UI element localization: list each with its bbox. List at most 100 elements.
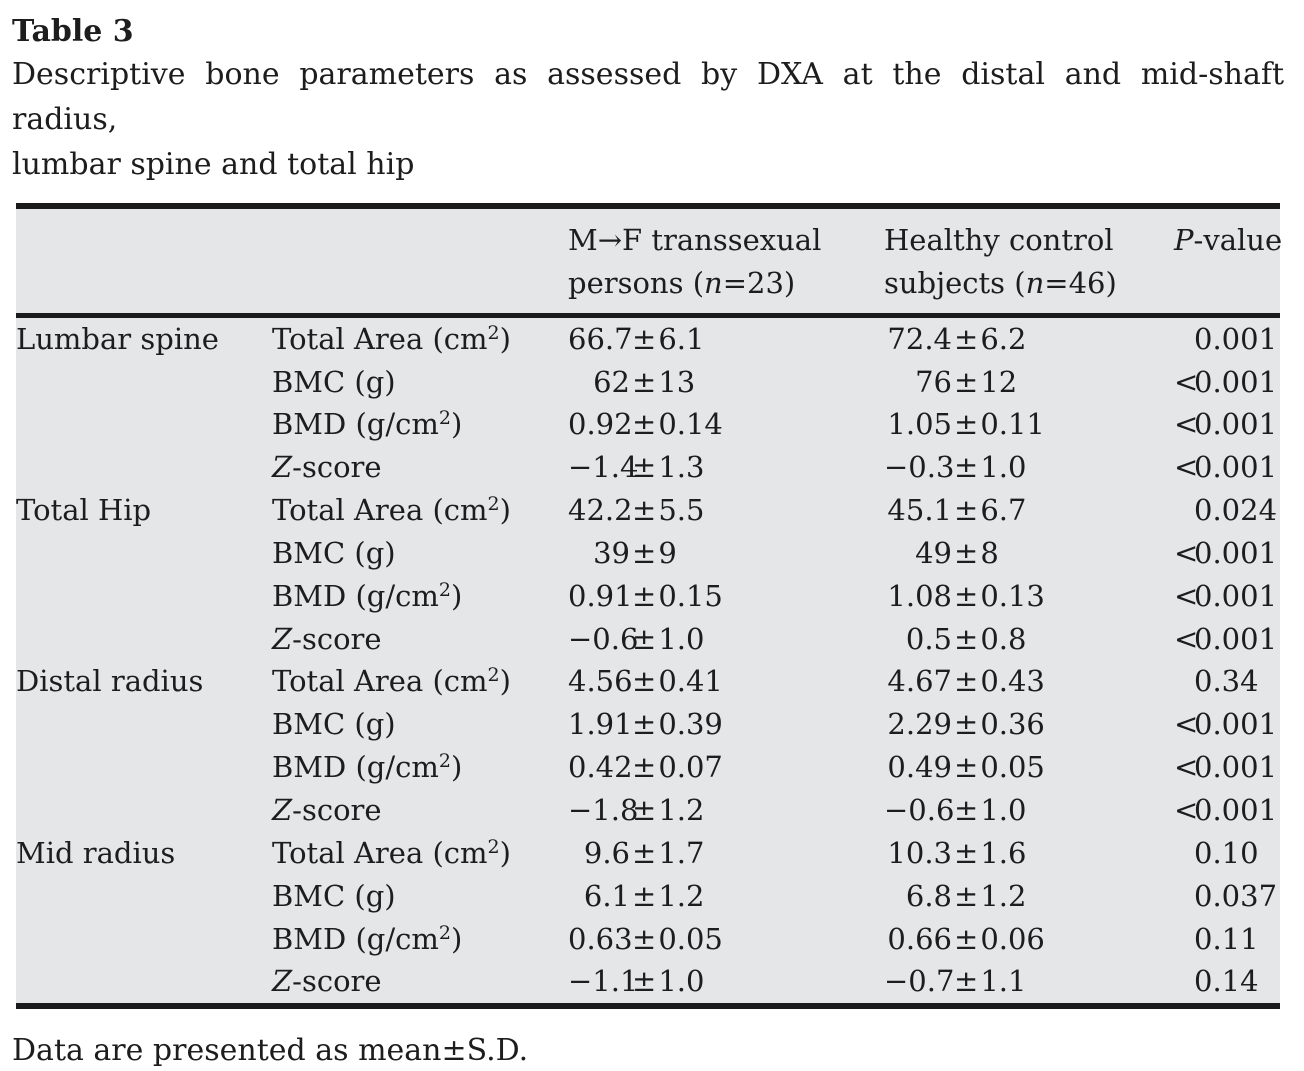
table-row: Z-score −0.6 ±1.0 0.5 ±0.8 <0.001 (16, 618, 1280, 661)
region-label (16, 960, 272, 1003)
region-label (16, 875, 272, 918)
region-label (16, 618, 272, 661)
control-value: 0.49 ±0.05 (887, 750, 1045, 785)
transsexual-value: 0.92 ±0.14 (568, 407, 723, 442)
table-row: BMD (g/cm2) 0.92 ±0.14 1.05 ±0.11 <0.001 (16, 403, 1280, 446)
parameter-label: Total Area (cm2) (272, 835, 511, 870)
table-number-title: Table 3 (12, 14, 134, 49)
transsexual-value: 6.1 ±1.2 (583, 878, 705, 913)
table-row: BMC (g) 62 ±13 76 ±12 <0.001 (16, 361, 1280, 404)
table-row: Mid radius Total Area (cm2) 9.6 ±1.7 10.3… (16, 832, 1280, 875)
p-value: 0.024 (1194, 493, 1278, 528)
transsexual-value: 39 ±9 (593, 535, 677, 570)
region-label: Mid radius (16, 835, 176, 870)
p-value: 0.037 (1194, 878, 1278, 913)
header-region-spacer (16, 219, 272, 305)
table-caption: Descriptive bone parameters as assessed … (12, 52, 1284, 187)
control-value: 2.29 ±0.36 (887, 707, 1045, 742)
control-value: 1.05 ±0.11 (887, 407, 1045, 442)
region-label: Lumbar spine (16, 321, 219, 356)
control-value: 0.5 ±0.8 (905, 621, 1027, 656)
control-value: 0.66 ±0.06 (887, 921, 1045, 956)
parameter-label: Z-score (272, 792, 382, 827)
table-row: Z-score −1.1 ±1.0 −0.7 ±1.1 0.14 (16, 960, 1280, 1003)
p-value: <0.001 (1174, 792, 1278, 827)
transsexual-value: 9.6 ±1.7 (583, 835, 705, 870)
p-value: <0.001 (1174, 450, 1278, 485)
transsexual-value: −1.1 ±1.0 (568, 964, 705, 999)
region-label: Distal radius (16, 664, 204, 699)
transsexual-value: 66.7 ±6.1 (568, 321, 705, 356)
parameter-label: BMC (g) (272, 878, 396, 913)
p-value: 0.34 (1194, 664, 1259, 699)
transsexual-value: 0.63 ±0.05 (568, 921, 723, 956)
table-row: Lumbar spine Total Area (cm2) 66.7 ±6.1 7… (16, 318, 1280, 361)
transsexual-value: −1.4 ±1.3 (568, 450, 705, 485)
transsexual-value: 42.2 ±5.5 (568, 493, 705, 528)
column-header-control: Healthy control subjects (n=46) (884, 223, 1117, 300)
parameter-label: BMC (g) (272, 364, 396, 399)
caption-line-1: Descriptive bone parameters as assessed … (12, 57, 1284, 137)
parameter-label: Z-score (272, 964, 382, 999)
transsexual-value: 1.91 ±0.39 (568, 707, 723, 742)
control-value: 4.67 ±0.43 (887, 664, 1045, 699)
p-value: 0.14 (1194, 964, 1259, 999)
transsexual-value: 4.56 ±0.41 (568, 664, 723, 699)
control-value: −0.3 ±1.0 (884, 450, 1027, 485)
parameter-label: BMC (g) (272, 707, 396, 742)
caption-line-2: lumbar spine and total hip (12, 147, 415, 182)
table-row: Z-score −1.8 ±1.2 −0.6 ±1.0 <0.001 (16, 789, 1280, 832)
p-value: 0.11 (1194, 921, 1259, 956)
region-label (16, 532, 272, 575)
p-value: <0.001 (1174, 707, 1278, 742)
region-label (16, 575, 272, 618)
table-row: BMC (g) 39 ±9 49 ±8 <0.001 (16, 532, 1280, 575)
parameter-label: BMC (g) (272, 535, 396, 570)
parameter-label: Total Area (cm2) (272, 493, 511, 528)
column-header-transsexual: M→F transsexual persons (n=23) (568, 223, 822, 300)
header-parameter-spacer (272, 219, 568, 305)
p-value: <0.001 (1174, 364, 1278, 399)
table-row: BMC (g) 6.1 ±1.2 6.8 ±1.2 0.037 (16, 875, 1280, 918)
control-value: −0.6 ±1.0 (884, 792, 1027, 827)
region-label (16, 361, 272, 404)
parameter-label: BMD (g/cm2) (272, 750, 463, 785)
region-label (16, 789, 272, 832)
transsexual-value: 0.42 ±0.07 (568, 750, 723, 785)
parameter-label: Z-score (272, 621, 382, 656)
p-value: 0.10 (1194, 835, 1259, 870)
region-label (16, 746, 272, 789)
control-value: 49 ±8 (915, 535, 999, 570)
parameter-label: BMD (g/cm2) (272, 578, 463, 613)
table-header-row: M→F transsexual persons (n=23) Healthy c… (16, 209, 1282, 318)
control-value: 10.3 ±1.6 (887, 835, 1027, 870)
control-value: 76 ±12 (915, 364, 1018, 399)
table-row: BMD (g/cm2) 0.91 ±0.15 1.08 ±0.13 <0.001 (16, 575, 1280, 618)
table-footnote: Data are presented as mean±S.D. (12, 1033, 529, 1069)
control-value: 72.4 ±6.2 (887, 321, 1027, 356)
p-value: <0.001 (1174, 578, 1278, 613)
parameter-label: BMD (g/cm2) (272, 921, 463, 956)
parameter-label: Total Area (cm2) (272, 321, 511, 356)
p-value: <0.001 (1174, 750, 1278, 785)
p-value: <0.001 (1174, 407, 1278, 442)
parameter-label: Total Area (cm2) (272, 664, 511, 699)
region-label (16, 446, 272, 489)
data-table: M→F transsexual persons (n=23) Healthy c… (16, 203, 1282, 1010)
parameter-label: Z-score (272, 450, 382, 485)
region-label (16, 403, 272, 446)
parameter-label: BMD (g/cm2) (272, 407, 463, 442)
control-value: 1.08 ±0.13 (887, 578, 1045, 613)
transsexual-value: 62 ±13 (593, 364, 696, 399)
p-value: <0.001 (1174, 535, 1278, 570)
region-label (16, 703, 272, 746)
p-value: 0.001 (1194, 321, 1278, 356)
control-value: 45.1 ±6.7 (887, 493, 1027, 528)
control-value: −0.7 ±1.1 (884, 964, 1027, 999)
table-row: Total Hip Total Area (cm2) 42.2 ±5.5 45.1… (16, 489, 1280, 532)
region-label: Total Hip (16, 493, 152, 528)
table-row: Distal radius Total Area (cm2) 4.56 ±0.41… (16, 660, 1280, 703)
table-body: Lumbar spine Total Area (cm2) 66.7 ±6.1 7… (16, 318, 1280, 1004)
transsexual-value: 0.91 ±0.15 (568, 578, 723, 613)
table-row: BMD (g/cm2) 0.63 ±0.05 0.66 ±0.06 0.11 (16, 918, 1280, 961)
